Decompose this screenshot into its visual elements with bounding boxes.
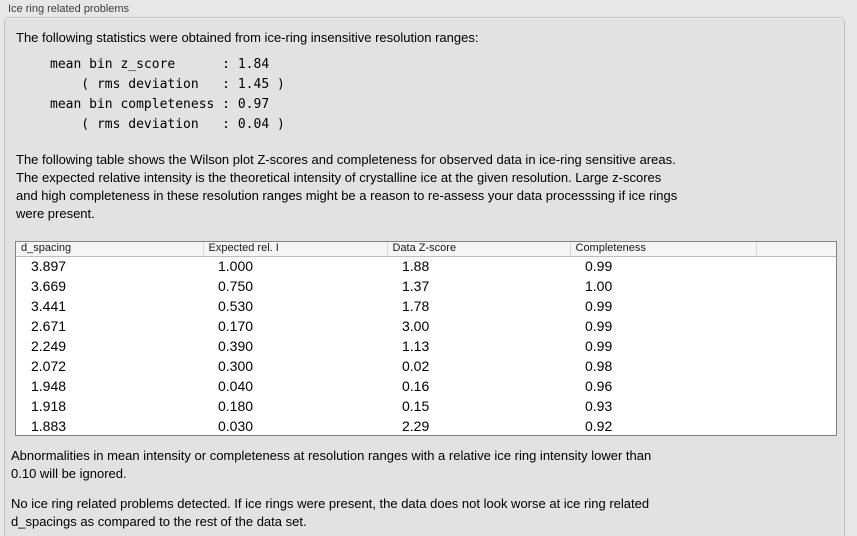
column-header-d-spacing[interactable]: d_spacing (16, 242, 203, 257)
cell-data-z-score: 1.13 (402, 338, 430, 354)
cell-data-z-score: 1.78 (402, 298, 430, 314)
table-row[interactable]: 2.249 0.390 1.13 0.99 (16, 336, 836, 356)
cell-d-spacing: 1.918 (31, 398, 67, 414)
cell-expected-rel-i: 0.180 (218, 398, 254, 414)
cell-expected-rel-i: 0.300 (218, 358, 254, 374)
cell-expected-rel-i: 0.750 (218, 278, 254, 294)
column-header-expected-rel-i[interactable]: Expected rel. I (202, 242, 387, 257)
cell-d-spacing: 3.897 (31, 258, 67, 275)
column-header-completeness[interactable]: Completeness (569, 242, 756, 257)
cell-empty (756, 396, 836, 416)
cell-empty (756, 416, 836, 436)
cell-data-z-score: 0.15 (402, 398, 430, 414)
cell-completeness: 0.99 (585, 258, 613, 275)
cell-completeness: 0.93 (585, 398, 613, 414)
cell-expected-rel-i: 0.390 (218, 338, 254, 354)
cell-expected-rel-i: 0.030 (218, 418, 254, 434)
panel-title: Ice ring related problems (8, 3, 130, 15)
cell-data-z-score: 1.37 (402, 278, 430, 294)
cell-empty (756, 296, 836, 316)
stats-values-text: mean bin z_score : 1.84 ( rms deviation … (50, 57, 285, 132)
cell-data-z-score: 0.02 (402, 358, 430, 374)
cell-expected-rel-i: 1.000 (218, 258, 254, 275)
ignore-note-text: Abnormalities in mean intensity or compl… (11, 448, 652, 481)
cell-empty (756, 376, 836, 396)
cell-completeness: 0.99 (585, 298, 613, 314)
cell-expected-rel-i: 0.530 (218, 298, 254, 314)
cell-data-z-score: 0.16 (402, 378, 430, 394)
cell-expected-rel-i: 0.040 (218, 378, 254, 394)
cell-d-spacing: 1.948 (31, 378, 67, 394)
cell-d-spacing: 2.072 (31, 358, 67, 374)
cell-d-spacing: 3.441 (31, 298, 67, 314)
cell-empty (756, 316, 836, 336)
column-header-empty[interactable] (755, 242, 836, 257)
cell-completeness: 0.96 (585, 378, 613, 394)
table-row[interactable]: 1.918 0.180 0.15 0.93 (16, 396, 836, 416)
table-row[interactable]: 1.948 0.040 0.16 0.96 (16, 376, 836, 396)
cell-empty (756, 356, 836, 376)
cell-empty (756, 336, 836, 356)
group-box: The following statistics were obtained f… (4, 17, 845, 536)
cell-completeness: 0.99 (585, 338, 613, 354)
cell-empty (756, 256, 836, 276)
cell-d-spacing: 1.883 (31, 418, 67, 434)
table-row[interactable]: 2.072 0.300 0.02 0.98 (16, 356, 836, 376)
table-row[interactable]: 3.441 0.530 1.78 0.99 (16, 296, 836, 316)
cell-d-spacing: 3.669 (31, 278, 67, 294)
cell-completeness: 0.98 (585, 358, 613, 374)
cell-data-z-score: 2.29 (402, 418, 430, 434)
table-row[interactable]: 2.671 0.170 3.00 0.99 (16, 316, 836, 336)
table-row[interactable]: 3.897 1.000 1.88 0.99 (16, 256, 836, 276)
cell-completeness: 0.99 (585, 318, 613, 334)
table-row[interactable]: 1.883 0.030 2.29 0.92 (16, 416, 836, 436)
cell-data-z-score: 3.00 (402, 318, 430, 334)
cell-d-spacing: 2.249 (31, 338, 67, 354)
cell-completeness: 1.00 (585, 278, 613, 294)
cell-empty (756, 276, 836, 296)
ice-ring-table: d_spacing Expected rel. I Data Z-score C… (15, 241, 837, 436)
conclusion-text: No ice ring related problems detected. I… (11, 496, 650, 529)
table-row[interactable]: 3.669 0.750 1.37 1.00 (16, 276, 836, 296)
column-header-data-z-score[interactable]: Data Z-score (386, 242, 570, 257)
cell-completeness: 0.92 (585, 418, 613, 434)
table-description-text: The following table shows the Wilson plo… (16, 152, 678, 221)
stats-intro-text: The following statistics were obtained f… (16, 30, 479, 45)
cell-data-z-score: 1.88 (402, 258, 430, 275)
cell-expected-rel-i: 0.170 (218, 318, 254, 334)
cell-d-spacing: 2.671 (31, 318, 67, 334)
table-header-row: d_spacing Expected rel. I Data Z-score C… (16, 242, 836, 257)
